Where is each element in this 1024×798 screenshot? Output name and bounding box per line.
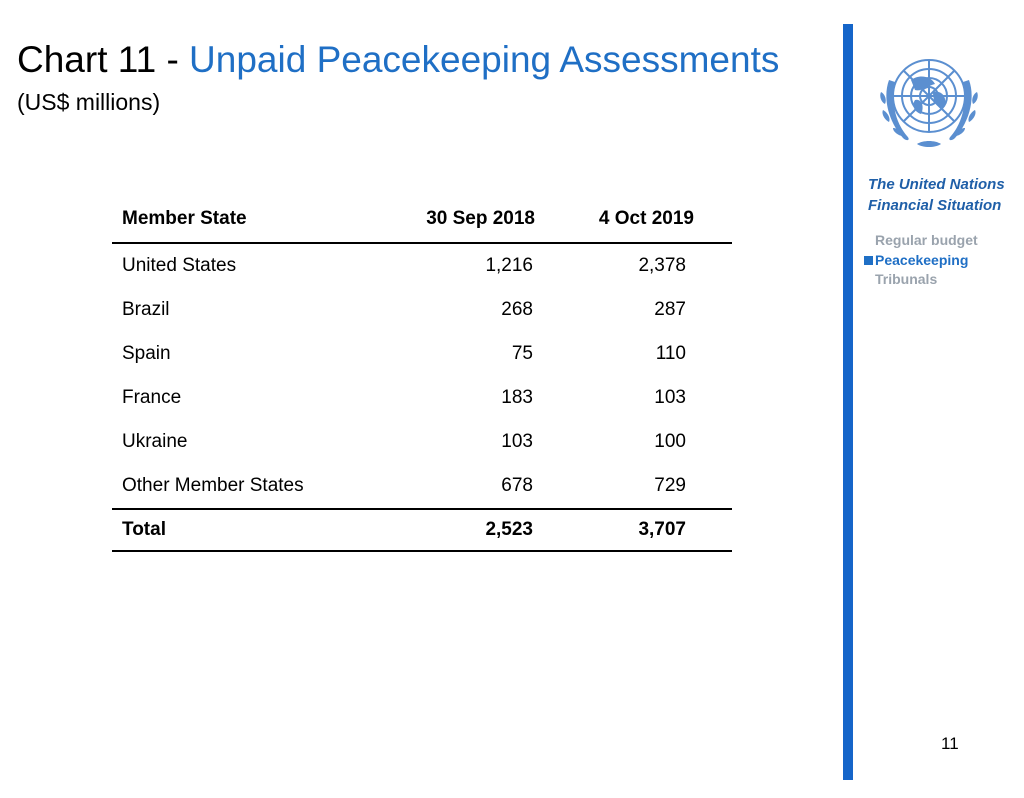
member-state-cell: Ukraine bbox=[122, 431, 188, 452]
page-number: 11 bbox=[941, 734, 959, 753]
value-2018-cell: 268 bbox=[501, 299, 533, 320]
column-header-2018: 30 Sep 2018 bbox=[377, 196, 535, 244]
total-label-cell: Total bbox=[112, 508, 377, 552]
value-2018-cell: 183 bbox=[501, 387, 533, 408]
vertical-accent-bar bbox=[843, 24, 853, 780]
column-header-2019: 4 Oct 2019 bbox=[535, 196, 732, 244]
value-2019-cell: 2,378 bbox=[638, 255, 686, 276]
active-marker-icon bbox=[864, 255, 873, 265]
table-total-row: Total 2,523 3,707 bbox=[112, 508, 732, 552]
table-row: Other Member States 678 729 bbox=[112, 464, 732, 509]
table-header-row: Member State 30 Sep 2018 4 Oct 2019 bbox=[112, 196, 732, 244]
member-state-cell: United States bbox=[122, 255, 237, 276]
value-2018-cell: 75 bbox=[511, 343, 533, 364]
table-row: Brazil 268 287 bbox=[112, 288, 732, 332]
sidebar-item-label: Tribunals bbox=[875, 271, 938, 287]
sidebar-item-label: Peacekeeping bbox=[875, 251, 969, 268]
title-main: Unpaid Peacekeeping Assessments bbox=[189, 39, 780, 80]
value-2019-cell: 729 bbox=[654, 475, 686, 496]
page-subtitle: (US$ millions) bbox=[17, 89, 161, 115]
title-prefix: Chart 11 - bbox=[17, 39, 190, 80]
table-row: United States 1,216 2,378 bbox=[112, 243, 732, 288]
value-2019-cell: 100 bbox=[654, 431, 686, 452]
member-state-cell: Other Member States bbox=[122, 475, 304, 496]
sidebar-item-regular-budget[interactable]: Regular budget bbox=[862, 231, 978, 251]
assessments-table-container: Member State 30 Sep 2018 4 Oct 2019 Unit… bbox=[112, 196, 732, 552]
total-2018-cell: 2,523 bbox=[377, 508, 535, 552]
total-2019-cell: 3,707 bbox=[535, 508, 732, 552]
value-2019-cell: 287 bbox=[654, 299, 686, 320]
value-2019-cell: 110 bbox=[655, 343, 686, 364]
table-row: France 183 103 bbox=[112, 376, 732, 420]
member-state-cell: Spain bbox=[122, 343, 171, 364]
un-emblem-icon bbox=[880, 59, 978, 147]
member-state-cell: France bbox=[122, 387, 182, 408]
value-2019-cell: 103 bbox=[654, 387, 686, 408]
value-2018-cell: 678 bbox=[501, 475, 533, 496]
member-state-cell: Brazil bbox=[122, 299, 170, 320]
sidebar-item-peacekeeping[interactable]: Peacekeeping bbox=[862, 251, 978, 271]
table-row: Spain 75 110 bbox=[112, 332, 732, 376]
sidebar-heading-line1: The United Nations bbox=[868, 176, 1005, 193]
value-2018-cell: 103 bbox=[501, 431, 533, 452]
sidebar-heading: The United Nations Financial Situation bbox=[868, 174, 1005, 216]
sidebar-item-tribunals[interactable]: Tribunals bbox=[862, 270, 978, 290]
value-2018-cell: 1,216 bbox=[485, 255, 533, 276]
sidebar-item-label: Regular budget bbox=[875, 232, 978, 248]
sidebar-heading-line2: Financial Situation bbox=[868, 197, 1002, 214]
table-row: Ukraine 103 100 bbox=[112, 420, 732, 464]
assessments-table: Member State 30 Sep 2018 4 Oct 2019 Unit… bbox=[112, 196, 732, 552]
column-header-member-state: Member State bbox=[112, 196, 377, 244]
sidebar-nav: Regular budget Peacekeeping Tribunals bbox=[862, 231, 978, 290]
page-title: Chart 11 - Unpaid Peacekeeping Assessmen… bbox=[17, 38, 779, 82]
